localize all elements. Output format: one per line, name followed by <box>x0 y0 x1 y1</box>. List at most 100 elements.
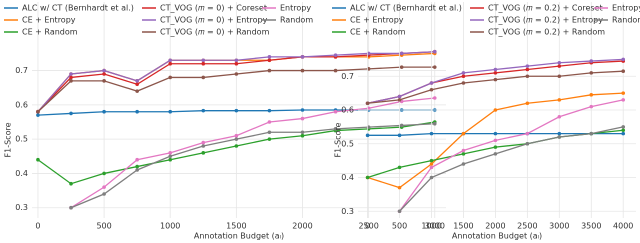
point <box>621 98 626 102</box>
point <box>267 55 272 59</box>
point <box>69 75 73 80</box>
point <box>267 120 272 124</box>
point <box>333 109 338 114</box>
series-line <box>399 126 624 212</box>
point <box>201 140 206 145</box>
point <box>557 131 562 136</box>
point <box>102 68 106 73</box>
point <box>397 94 402 99</box>
point <box>168 61 173 66</box>
point <box>102 72 106 76</box>
point <box>234 58 239 63</box>
legend-label: CT_VOG (𝑚 = 0) + Random <box>160 28 270 37</box>
point <box>589 131 594 136</box>
point <box>432 65 437 69</box>
point <box>397 209 402 214</box>
point <box>135 82 139 87</box>
x-tick-label: 2500 <box>517 222 537 231</box>
series-line <box>399 99 624 212</box>
point <box>461 74 466 79</box>
point <box>429 158 434 163</box>
y-tick-label: 0.3 <box>341 207 354 216</box>
point <box>493 131 498 136</box>
point <box>201 61 206 66</box>
point <box>234 144 239 148</box>
point <box>69 111 73 116</box>
point <box>461 152 466 156</box>
point <box>493 108 498 112</box>
series-line <box>70 97 435 209</box>
legend-label: CT_VOG (𝑚 = 0.2) + Random <box>488 28 605 37</box>
point <box>432 121 437 126</box>
point <box>429 87 434 92</box>
point <box>397 165 402 170</box>
x-tick-label: 2000 <box>292 222 312 231</box>
y-tick-label: 0.4 <box>341 173 354 182</box>
x-tick-label: 1000 <box>160 222 180 231</box>
point <box>429 81 434 85</box>
point <box>365 133 370 138</box>
point <box>525 141 530 146</box>
point <box>397 98 402 102</box>
legend-label: ALC w/ CT (Bernhardt et al.) <box>22 4 134 13</box>
point <box>300 130 305 135</box>
y-tick-label: 0.5 <box>15 135 28 144</box>
point <box>461 81 466 85</box>
point <box>461 148 466 153</box>
y-tick-label: 0.5 <box>341 139 354 148</box>
point <box>461 71 466 75</box>
x-tick-label: 1500 <box>226 222 246 231</box>
point <box>300 116 305 121</box>
legend-label: Random <box>612 16 640 25</box>
point <box>525 74 530 79</box>
point <box>69 181 73 186</box>
point <box>525 64 530 68</box>
point <box>589 93 594 97</box>
point <box>621 91 626 95</box>
x-tick-label: 3000 <box>549 222 569 231</box>
x-tick-label: 3500 <box>581 222 601 231</box>
point <box>397 133 402 138</box>
point <box>267 137 272 141</box>
point <box>557 98 562 102</box>
point <box>267 58 272 63</box>
point <box>461 162 466 166</box>
point <box>267 108 272 113</box>
point <box>201 75 206 80</box>
point <box>201 144 206 148</box>
point <box>557 64 562 68</box>
y-tick-label: 0.7 <box>341 72 354 81</box>
series-line <box>70 123 435 209</box>
y-tick-label: 0.6 <box>15 100 28 109</box>
y-tick-label: 0.7 <box>15 66 28 75</box>
point <box>69 79 73 83</box>
point <box>168 109 173 114</box>
point <box>589 71 594 75</box>
legend-label: CT_VOG (𝑚 = 0.2) + Coreset <box>488 4 603 13</box>
point <box>333 53 338 57</box>
point <box>365 175 370 180</box>
x-tick-label: 4000 <box>613 222 633 231</box>
point <box>234 108 239 113</box>
point <box>102 79 106 83</box>
point <box>135 109 139 114</box>
point <box>201 58 206 63</box>
x-tick-label: 2500 <box>358 222 378 231</box>
legend-label: Entropy <box>612 4 640 13</box>
legend-label: CT_VOG (𝑚 = 0.2) + Entropy <box>488 16 603 25</box>
point <box>333 68 338 73</box>
point <box>621 131 626 136</box>
point <box>69 205 73 210</box>
x-tick-label: 500 <box>96 222 111 231</box>
point <box>621 125 626 129</box>
point <box>135 89 139 93</box>
point <box>432 49 437 54</box>
point <box>102 192 106 196</box>
point <box>201 108 206 113</box>
point <box>333 127 338 131</box>
point <box>493 71 498 75</box>
point <box>493 138 498 143</box>
point <box>365 101 370 106</box>
point <box>399 51 404 56</box>
